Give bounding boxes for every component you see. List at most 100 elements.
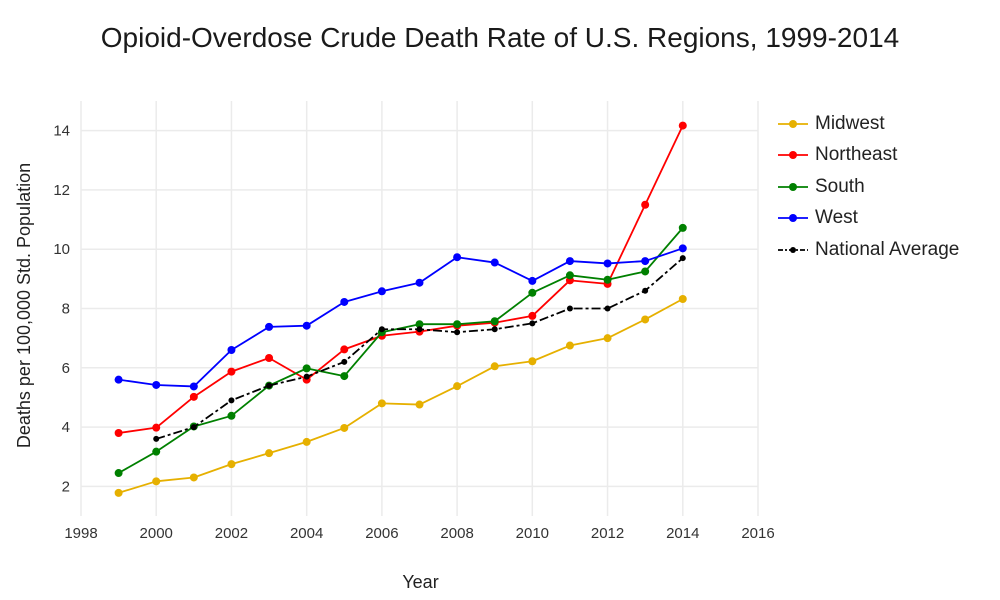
data-point-national-average	[491, 326, 498, 333]
legend-item-south[interactable]: South	[778, 171, 959, 203]
x-tick-label: 2014	[666, 525, 699, 542]
y-tick-label: 10	[53, 241, 70, 258]
x-tick-label: 2012	[591, 525, 624, 542]
data-point-south	[227, 411, 236, 420]
data-point-national-average	[341, 358, 348, 365]
data-point-northeast	[265, 354, 274, 363]
x-tick-label: 2010	[516, 525, 549, 542]
data-point-midwest	[641, 315, 650, 324]
legend-swatch-national-average	[778, 246, 808, 253]
data-point-national-average	[679, 255, 686, 262]
x-tick-label: 1998	[64, 525, 97, 542]
data-point-northeast	[641, 200, 650, 209]
series-layer	[114, 121, 687, 497]
legend-item-national-average[interactable]: National Average	[778, 234, 959, 266]
data-point-south	[528, 288, 537, 297]
data-point-national-average	[190, 424, 197, 431]
data-point-west	[227, 346, 236, 354]
legend-label-national-average: National Average	[815, 238, 960, 260]
data-point-west	[678, 244, 687, 253]
legend-swatch-south	[778, 182, 808, 191]
x-tick-label: 2016	[741, 525, 774, 542]
data-point-west	[565, 257, 574, 266]
data-point-west	[302, 321, 311, 330]
data-point-northeast	[340, 345, 349, 354]
series-west	[114, 244, 687, 391]
y-tick-label: 4	[62, 419, 70, 436]
data-point-national-average	[566, 305, 573, 312]
data-point-national-average	[604, 305, 611, 312]
data-point-midwest	[528, 357, 537, 366]
legend-swatch-marker	[789, 182, 797, 191]
data-point-west	[265, 322, 274, 331]
grid	[80, 101, 759, 516]
data-point-south	[641, 267, 650, 276]
data-point-west	[189, 382, 198, 391]
y-tick-label: 8	[62, 301, 70, 318]
data-point-midwest	[152, 477, 161, 486]
legend-item-west[interactable]: West	[778, 203, 959, 235]
data-point-northeast	[678, 121, 687, 130]
data-point-south	[490, 317, 499, 326]
data-point-west	[641, 257, 650, 266]
data-point-west	[490, 258, 499, 267]
x-axis-title: Year	[402, 572, 438, 592]
data-point-midwest	[678, 295, 687, 304]
data-point-northeast	[528, 311, 537, 320]
data-point-national-average	[416, 326, 423, 333]
legend-label-northeast: Northeast	[815, 144, 898, 166]
data-point-midwest	[415, 400, 424, 409]
data-point-midwest	[453, 382, 462, 391]
legend-label-south: South	[815, 175, 865, 197]
legend-swatch-midwest	[778, 119, 808, 128]
legend-item-northeast[interactable]: Northeast	[778, 140, 959, 172]
data-point-national-average	[529, 320, 536, 327]
data-point-midwest	[265, 449, 274, 458]
x-tick-label: 2006	[365, 525, 398, 542]
legend-swatch-northeast	[778, 151, 808, 160]
data-point-midwest	[603, 334, 612, 343]
data-point-northeast	[114, 429, 123, 437]
data-point-national-average	[303, 373, 310, 380]
legend-swatch-marker	[789, 151, 797, 160]
data-point-south	[453, 320, 462, 329]
x-tick-label: 2004	[290, 525, 323, 542]
data-point-midwest	[227, 460, 236, 469]
legend-label-west: West	[815, 207, 858, 229]
data-point-midwest	[189, 473, 198, 482]
legend-swatch-marker	[789, 214, 797, 223]
data-point-west	[377, 287, 386, 296]
legend-swatch-west	[778, 214, 808, 223]
data-point-south	[152, 447, 161, 456]
data-point-northeast	[189, 392, 198, 401]
data-point-west	[603, 259, 612, 268]
legend: Midwest Northeast South West National Av…	[778, 108, 959, 266]
data-point-west	[528, 276, 537, 285]
chart-title: Opioid-Overdose Crude Death Rate of U.S.…	[100, 22, 900, 53]
data-point-national-average	[228, 397, 235, 404]
series-line-west	[118, 247, 684, 388]
x-tick-label: 2008	[440, 525, 473, 542]
data-point-south	[678, 223, 687, 232]
data-point-south	[603, 275, 612, 284]
data-point-west	[453, 253, 462, 262]
data-point-south	[114, 469, 123, 478]
data-point-midwest	[114, 488, 123, 497]
series-midwest	[114, 295, 687, 497]
x-tick-label: 2000	[140, 525, 173, 542]
series-south	[114, 223, 687, 478]
legend-item-midwest[interactable]: Midwest	[778, 108, 959, 140]
data-point-national-average	[454, 329, 461, 336]
data-point-national-average	[266, 382, 273, 389]
legend-swatch-marker	[789, 119, 797, 128]
data-point-midwest	[340, 423, 349, 432]
data-point-west	[340, 297, 349, 306]
y-tick-label: 2	[62, 478, 70, 495]
series-line-northeast	[118, 125, 684, 434]
y-tick-label: 14	[53, 123, 70, 140]
data-point-midwest	[490, 362, 499, 371]
data-point-south	[340, 372, 349, 381]
y-tick-label: 6	[62, 360, 70, 377]
x-tick-label: 2002	[215, 525, 248, 542]
